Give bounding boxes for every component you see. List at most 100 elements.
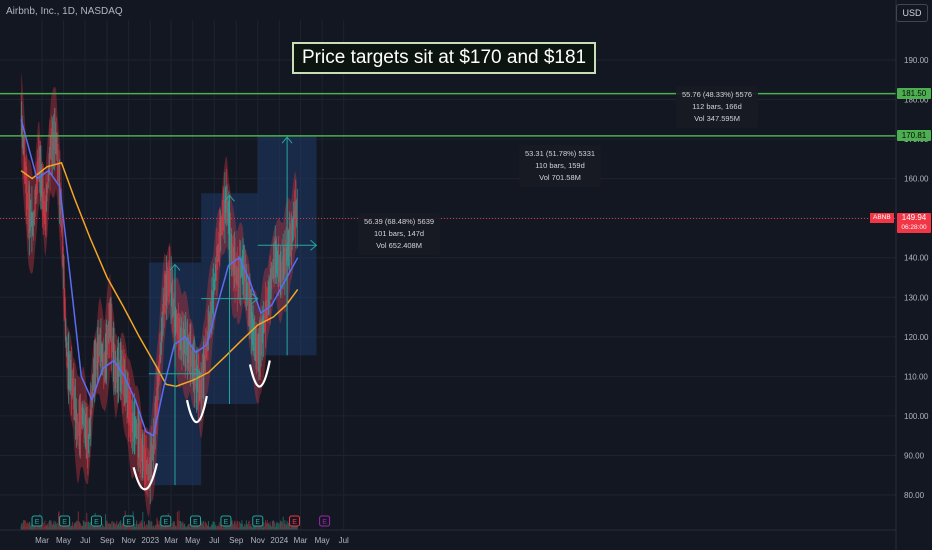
volume-bar — [269, 521, 271, 530]
x-tick-label: Nov — [251, 536, 265, 545]
volume-bar — [85, 522, 87, 530]
volume-bar — [212, 521, 214, 530]
volume-bar — [188, 524, 190, 530]
volume-bar — [61, 527, 63, 530]
volume-bar — [43, 526, 45, 530]
volume-bar — [276, 521, 278, 530]
volume-bar — [268, 527, 270, 530]
volume-bar — [130, 525, 132, 530]
volume-bar — [207, 525, 209, 530]
volume-bar — [115, 526, 117, 530]
volume-bar — [217, 525, 219, 530]
last-price-value: 149.94 — [901, 213, 927, 222]
volume-bar — [148, 526, 150, 530]
volume-bar — [131, 527, 133, 530]
volume-bar — [140, 522, 142, 530]
measure-stats-3-bars: 112 bars, 166d — [692, 102, 742, 111]
volume-bar — [244, 523, 246, 530]
volume-bar — [271, 526, 273, 530]
measure-arrowhead-right-2 — [251, 293, 259, 305]
volume-bar — [240, 523, 242, 530]
volume-bar — [278, 527, 280, 530]
symbol-tag: ABNB — [870, 213, 894, 223]
volume-bar — [54, 526, 56, 530]
volume-bar — [106, 520, 108, 530]
volume-bar — [246, 526, 248, 530]
volume-bar — [274, 522, 276, 530]
volume-bar — [177, 520, 179, 530]
volume-bar — [116, 525, 118, 530]
earnings-event-label: E — [94, 519, 99, 526]
volume-bar — [284, 524, 286, 530]
volume-bar — [104, 514, 106, 530]
volume-bar — [170, 523, 172, 530]
volume-bar — [30, 524, 32, 530]
volume-bar — [222, 527, 224, 530]
volume-bar — [186, 526, 188, 530]
volume-bar — [243, 527, 245, 530]
volume-bar — [69, 521, 71, 530]
volume-bar — [273, 521, 275, 530]
volume-bar — [244, 525, 246, 530]
volume-bar — [42, 525, 44, 530]
volume-bar — [22, 520, 24, 530]
volume-bar — [81, 526, 83, 530]
earnings-event-label: E — [62, 519, 67, 526]
volume-bar — [188, 527, 190, 530]
volume-bar — [47, 527, 49, 530]
volume-bar — [110, 527, 112, 530]
volume-bar — [206, 525, 208, 530]
volume-bar — [137, 527, 139, 530]
volume-bar — [269, 524, 271, 530]
volume-bar — [48, 520, 50, 530]
volume-bar — [109, 526, 111, 530]
volume-bar — [240, 523, 242, 530]
volume-bar — [133, 523, 135, 530]
volume-bar — [54, 524, 56, 530]
volume-bar — [29, 522, 31, 530]
volume-bar — [162, 523, 164, 530]
volume-bar — [175, 526, 177, 530]
volume-bar — [61, 523, 63, 530]
volume-bar — [282, 522, 284, 530]
volume-bar — [138, 524, 140, 530]
volume-bar — [129, 525, 131, 530]
volume-bar — [172, 521, 174, 530]
volume-bar — [166, 524, 168, 530]
bottom-arcs — [132, 360, 271, 491]
volume-bar — [280, 520, 282, 530]
volume-bar — [50, 520, 52, 530]
volume-bar — [46, 525, 48, 530]
volume-bar — [147, 525, 149, 530]
volume-bar — [130, 527, 132, 530]
volume-bar — [292, 524, 294, 530]
volume-bar — [111, 520, 113, 530]
volume-bar — [283, 523, 285, 530]
x-tick-label: Jul — [209, 536, 219, 545]
volume-bar — [286, 520, 288, 530]
volume-bar — [246, 523, 248, 530]
volume-bar — [153, 525, 155, 530]
x-tick-label: Sep — [229, 536, 244, 545]
volume-bar — [261, 527, 263, 530]
volume-bar — [85, 521, 87, 530]
volume-bar — [86, 521, 88, 530]
volume-bar — [243, 526, 245, 530]
volume-bar — [103, 527, 105, 530]
volume-bar — [172, 523, 174, 530]
volume-bar — [249, 525, 251, 530]
volume-bar — [296, 525, 298, 530]
volume-bar — [286, 524, 288, 530]
volume-bar — [187, 525, 189, 530]
volume-bar — [105, 522, 107, 530]
volume-bar — [248, 520, 250, 530]
volume-bar — [192, 527, 194, 530]
volume-bar — [287, 527, 289, 530]
volume-bar — [143, 527, 145, 530]
volume-bar — [60, 527, 62, 530]
volume-bar — [290, 527, 292, 530]
volume-bar — [34, 524, 36, 530]
currency-button[interactable]: USD — [896, 4, 928, 22]
volume-bar — [134, 526, 136, 530]
